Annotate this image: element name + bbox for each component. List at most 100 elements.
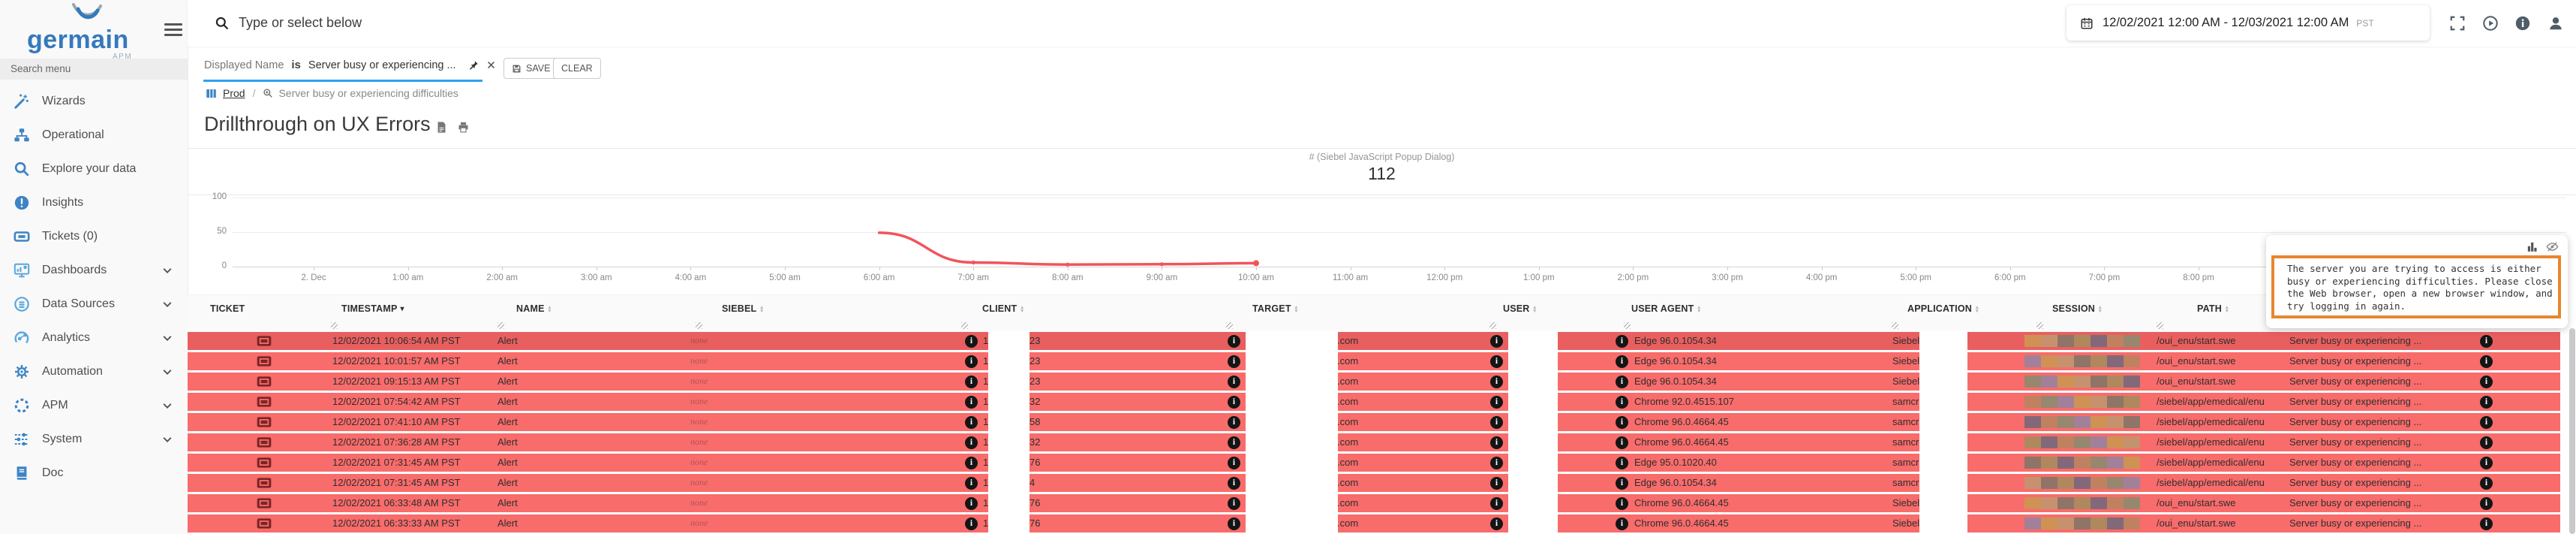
sidebar-item-data-sources[interactable]: Data Sources [0,287,188,321]
info-icon[interactable]: i [2480,335,2493,348]
chevron-down-icon[interactable] [162,400,173,411]
sidebar-item-analytics[interactable]: Analytics [0,321,188,354]
table-row[interactable]: 12/02/2021 09:15:13 AM PST Alert none i 1 23 i… [188,373,2560,391]
info-icon[interactable]: i [1616,497,1628,510]
table-row[interactable]: 12/02/2021 06:33:33 AM PST Alert none i 1 76 i… [188,514,2560,532]
info-icon[interactable]: i [1228,376,1240,388]
table-row[interactable]: 12/02/2021 07:36:28 AM PST Alert none i 1 32 i… [188,433,2560,451]
info-icon[interactable]: i [1228,436,1240,449]
info-icon[interactable]: i [1616,376,1628,388]
column-header-user-agent[interactable]: USER AGENT ▴ ▾ [1631,303,1700,314]
info-icon[interactable]: i [2480,436,2493,449]
ticket-icon[interactable] [256,376,272,388]
info-circle-icon[interactable] [2514,15,2531,32]
info-icon[interactable]: i [1228,416,1240,429]
info-icon[interactable]: i [1228,396,1240,409]
column-filter-resize-grip[interactable] [2157,322,2163,329]
pin-icon[interactable] [468,60,479,71]
column-filter-resize-grip[interactable] [696,322,702,329]
info-icon[interactable]: i [1490,517,1503,530]
table-row[interactable]: 12/02/2021 10:01:57 AM PST Alert none i 1 23 i… [188,352,2560,370]
info-icon[interactable]: i [1228,355,1240,368]
sidebar-item-wizards[interactable]: Wizards [0,84,188,118]
ticket-icon[interactable] [256,436,272,448]
info-icon[interactable]: i [1616,335,1628,348]
info-icon[interactable]: i [965,497,978,510]
column-header-target[interactable]: TARGET ▴ ▾ [1252,303,1297,314]
hide-eye-slash-icon[interactable] [2546,240,2559,253]
info-icon[interactable]: i [2480,396,2493,409]
table-row[interactable]: 12/02/2021 06:33:48 AM PST Alert none i 1 76 i… [188,494,2560,512]
info-icon[interactable]: i [1490,335,1503,348]
info-icon[interactable]: i [965,416,978,429]
info-icon[interactable]: i [1228,457,1240,469]
info-icon[interactable]: i [1616,517,1628,530]
info-icon[interactable]: i [1490,355,1503,368]
info-icon[interactable]: i [2480,477,2493,490]
menu-toggle-icon[interactable] [164,23,182,39]
ticket-icon[interactable] [256,396,272,408]
info-icon[interactable]: i [2480,457,2493,469]
column-filter-resize-grip[interactable] [961,322,968,329]
ticket-icon[interactable] [256,457,272,469]
info-icon[interactable]: i [1490,376,1503,388]
sidebar-item-apm[interactable]: APM [0,388,188,422]
column-filter-resize-grip[interactable] [1624,322,1631,329]
column-header-application[interactable]: APPLICATION ▴ ▾ [1907,303,1979,314]
table-row[interactable]: 12/02/2021 07:41:10 AM PST Alert none i 1 58 i… [188,413,2560,431]
vertical-scrollbar[interactable] [2569,328,2575,534]
play-circle-icon[interactable] [2482,15,2499,32]
info-icon[interactable]: i [965,355,978,368]
column-header-timestamp[interactable]: TIMESTAMP ▾ [341,303,404,314]
table-row[interactable]: 12/02/2021 07:31:45 AM PST Alert none i 1 76 i… [188,454,2560,472]
table-row[interactable]: 12/02/2021 10:06:54 AM PST Alert none i 1 23 i… [188,332,2560,350]
user-icon[interactable] [2547,15,2564,32]
sidebar-item-dashboards[interactable]: Dashboards [0,253,188,287]
info-icon[interactable]: i [965,376,978,388]
info-icon[interactable]: i [1228,497,1240,510]
filter-chip[interactable]: Displayed Name is Server busy or experie… [204,59,496,71]
ticket-icon[interactable] [256,335,272,347]
info-icon[interactable]: i [1228,335,1240,348]
info-icon[interactable]: i [1616,355,1628,368]
bar-chart-icon[interactable] [2526,240,2538,253]
column-header-siebel[interactable]: SIEBEL ▴ ▾ [722,303,763,314]
ticket-icon[interactable] [256,355,272,367]
table-row[interactable]: 12/02/2021 07:31:45 AM PST Alert none i 1 4 i.… [188,474,2560,492]
column-header-session[interactable]: SESSION ▴ ▾ [2052,303,2102,314]
sidebar-item-insights[interactable]: Insights [0,186,188,219]
ticket-icon[interactable] [256,517,272,529]
info-icon[interactable]: i [1616,416,1628,429]
info-icon[interactable]: i [1490,436,1503,449]
info-icon[interactable]: i [1490,396,1503,409]
column-filter-resize-grip[interactable] [497,322,504,329]
ticket-icon[interactable] [256,416,272,428]
chevron-down-icon[interactable] [162,434,173,445]
info-icon[interactable]: i [1228,517,1240,530]
column-header-name[interactable]: NAME ▴ ▾ [516,303,551,314]
fullscreen-icon[interactable] [2449,15,2466,32]
info-icon[interactable]: i [965,436,978,449]
info-icon[interactable]: i [1490,477,1503,490]
sidebar-item-doc[interactable]: Doc [0,456,188,490]
info-icon[interactable]: i [2480,416,2493,429]
ux-errors-line-chart[interactable]: 100 50 0 2. Dec 1:00 am 2:00 am 3:00 am 4:00 am… [188,192,2576,293]
table-row[interactable]: 12/02/2021 07:54:42 AM PST Alert none i 1 32 i… [188,393,2560,411]
column-header-client[interactable]: CLIENT ▴ ▾ [982,303,1023,314]
sidebar-item-tickets-0[interactable]: Tickets (0) [0,219,188,253]
info-icon[interactable]: i [965,517,978,530]
info-icon[interactable]: i [1490,497,1503,510]
column-filter-resize-grip[interactable] [331,322,338,329]
info-icon[interactable]: i [1616,457,1628,469]
info-icon[interactable]: i [1228,477,1240,490]
info-icon[interactable]: i [2480,355,2493,368]
chevron-down-icon[interactable] [162,265,173,276]
info-icon[interactable]: i [1490,457,1503,469]
export-csv-icon[interactable] [435,121,448,134]
sidebar-item-system[interactable]: System [0,422,188,456]
chevron-down-icon[interactable] [162,333,173,343]
info-icon[interactable]: i [1616,436,1628,449]
global-search-input[interactable]: Type or select below [239,15,362,30]
info-icon[interactable]: i [965,457,978,469]
info-icon[interactable]: i [2480,517,2493,530]
